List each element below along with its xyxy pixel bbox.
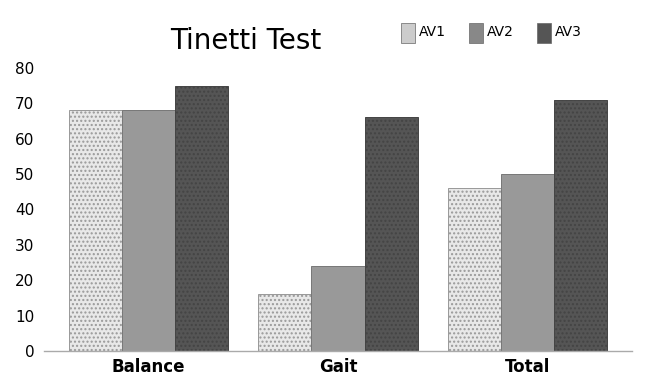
Bar <box>122 110 175 351</box>
Text: AV1: AV1 <box>419 25 446 39</box>
Bar <box>69 110 122 351</box>
Bar <box>175 86 228 351</box>
Bar <box>365 117 418 351</box>
Text: AV3: AV3 <box>554 25 582 39</box>
Bar <box>258 294 311 351</box>
Text: AV2: AV2 <box>487 25 514 39</box>
Bar <box>501 174 554 351</box>
Bar <box>448 188 501 351</box>
Bar <box>554 100 608 351</box>
Text: Tinetti Test: Tinetti Test <box>170 27 322 56</box>
Bar <box>311 266 365 351</box>
